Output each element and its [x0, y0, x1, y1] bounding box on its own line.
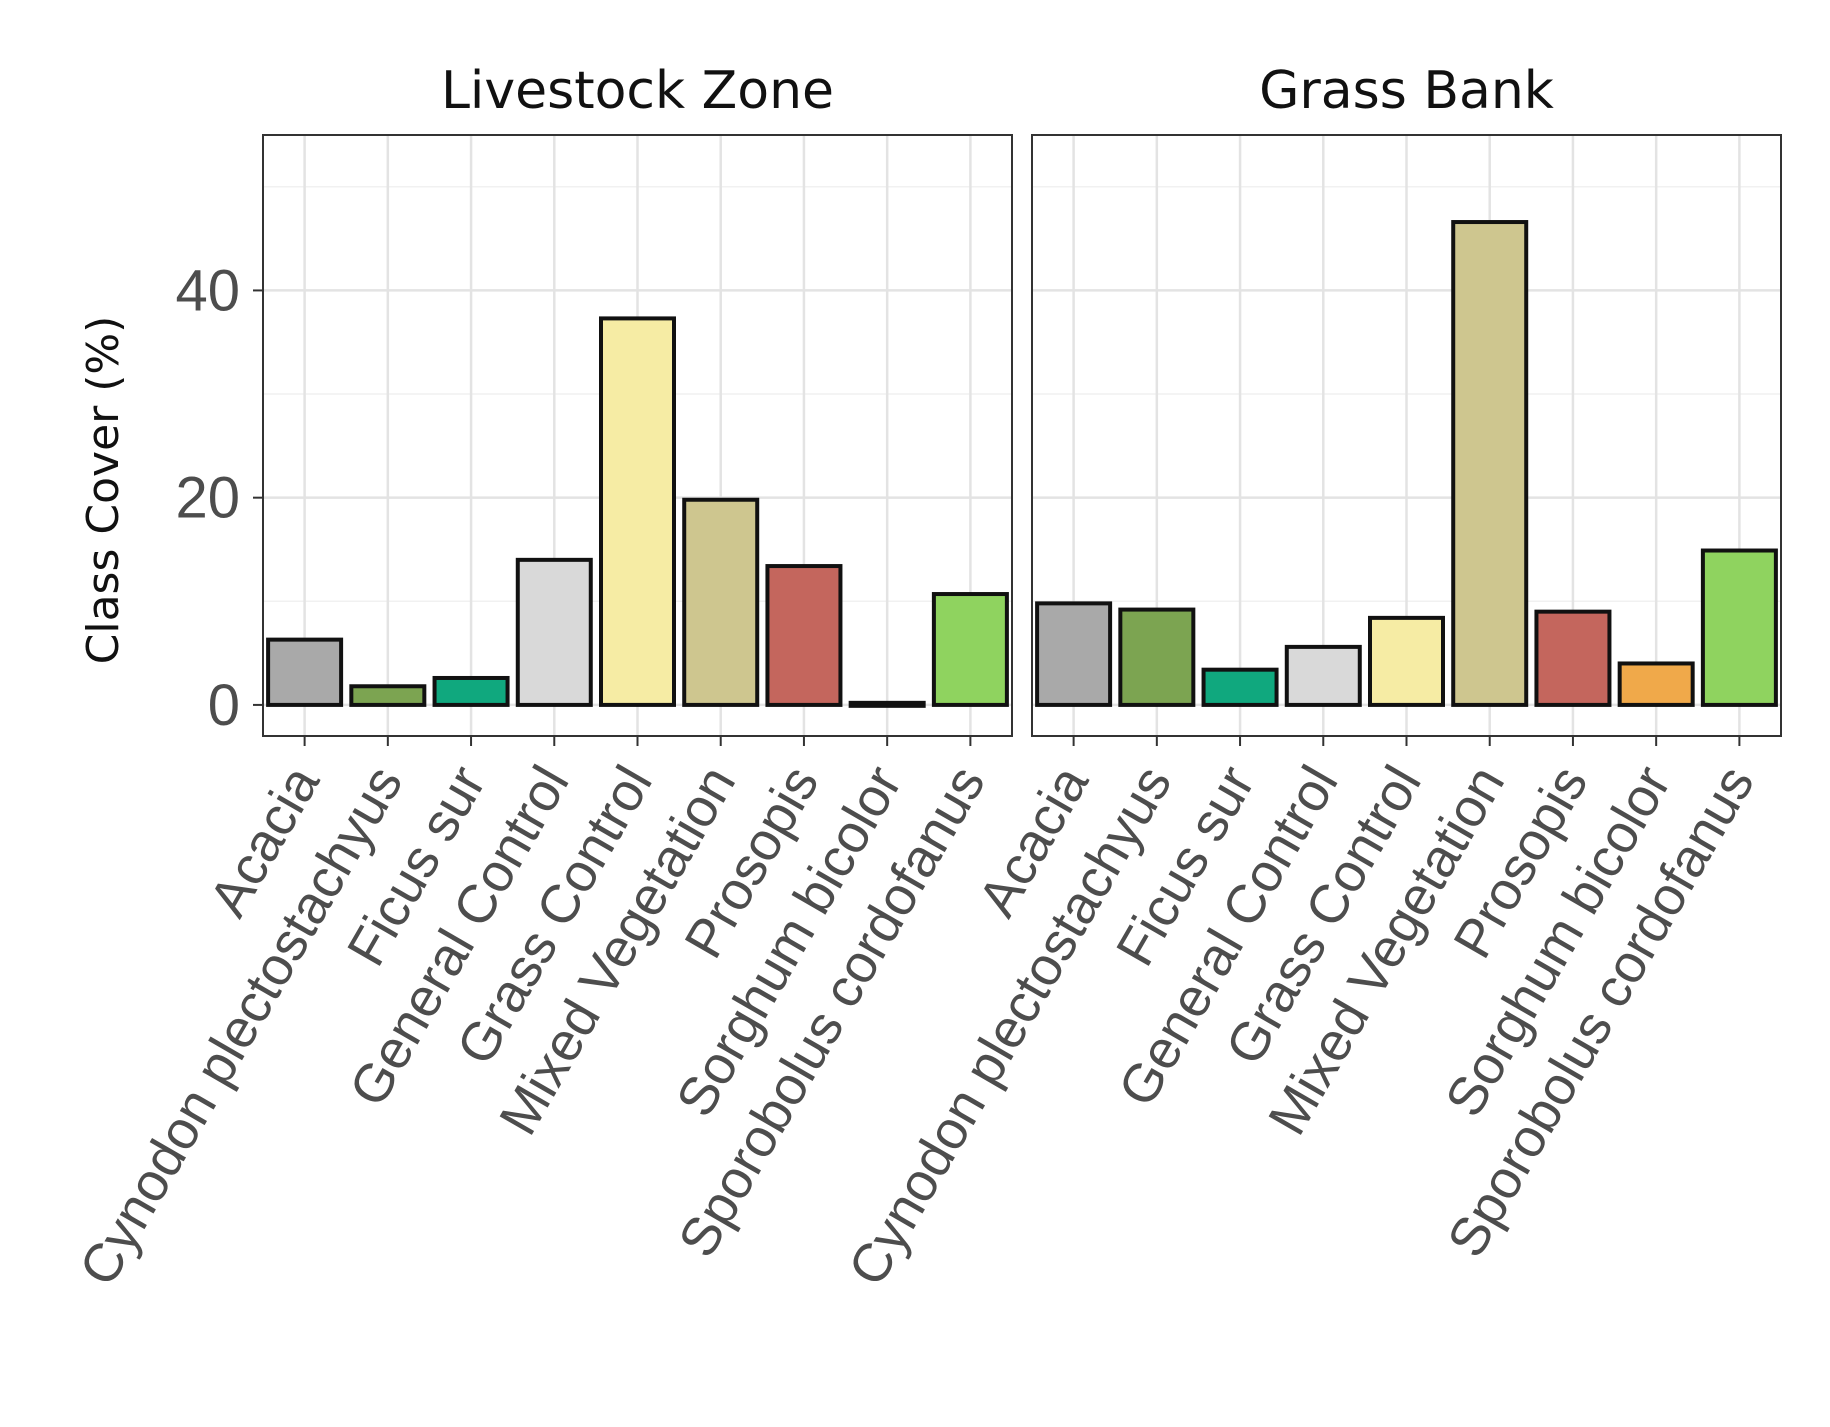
grass-bank-bar-prosopis [1534, 609, 1612, 707]
livestock-zone-bar-acacia [266, 637, 344, 707]
grass-bank-bar-sporobolus-cordofanus [1700, 548, 1778, 707]
grass-bank-bar-ficus-sur [1201, 667, 1279, 707]
facet-title-livestock-zone: Livestock Zone [441, 61, 834, 121]
livestock-zone-bar-prosopis [765, 564, 843, 707]
livestock-zone-bar-grass-control [599, 316, 676, 707]
grass-bank-bar-mixed-vegetation [1451, 220, 1529, 707]
livestock-zone-bar-sorghum-bicolor [848, 700, 926, 708]
y-tick-label-20: 20 [175, 466, 240, 531]
grass-bank-bar-grass-control [1368, 615, 1445, 707]
grass-bank-bar-general-control [1284, 644, 1362, 707]
livestock-zone-bar-cynodon-plectostachyus [349, 684, 427, 707]
livestock-zone-bar-general-control [515, 557, 593, 707]
y-tick-label-40: 40 [175, 258, 240, 323]
livestock-zone-bar-ficus-sur [432, 675, 510, 707]
y-axis-title: Class Cover (%) [78, 316, 129, 665]
grass-bank-bar-acacia [1035, 601, 1113, 707]
facet-title-grass-bank: Grass Bank [1259, 61, 1554, 121]
grass-bank-bar-cynodon-plectostachyus [1118, 607, 1196, 707]
livestock-zone-bar-sporobolus-cordofanus [931, 592, 1009, 707]
livestock-zone-bar-mixed-vegetation [682, 497, 760, 707]
grass-bank-bar-sorghum-bicolor [1617, 661, 1695, 707]
y-tick-label-0: 0 [208, 673, 240, 738]
